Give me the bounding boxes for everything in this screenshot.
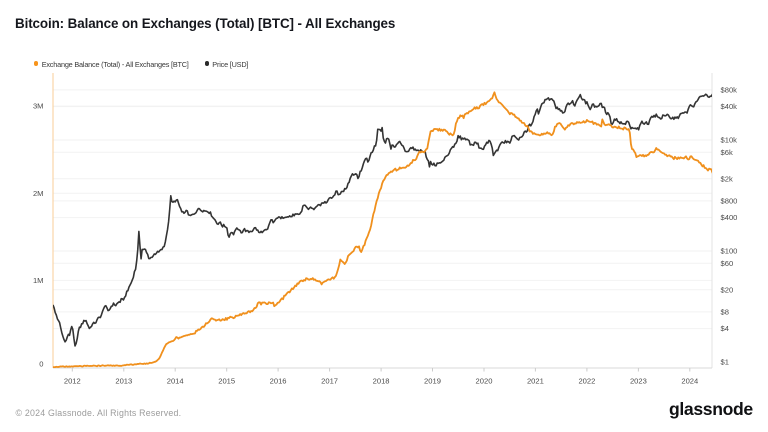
svg-text:$40k: $40k bbox=[721, 102, 738, 111]
svg-text:2021: 2021 bbox=[527, 377, 544, 386]
svg-text:$2k: $2k bbox=[721, 174, 733, 183]
svg-text:2012: 2012 bbox=[64, 377, 81, 386]
svg-text:2022: 2022 bbox=[578, 377, 595, 386]
svg-text:$800: $800 bbox=[721, 197, 738, 206]
svg-text:2017: 2017 bbox=[321, 377, 338, 386]
svg-text:1M: 1M bbox=[33, 276, 44, 285]
svg-text:$80k: $80k bbox=[721, 86, 738, 95]
svg-text:$6k: $6k bbox=[721, 148, 733, 157]
svg-text:$1: $1 bbox=[721, 358, 729, 367]
svg-text:2014: 2014 bbox=[167, 377, 184, 386]
svg-text:2016: 2016 bbox=[270, 377, 287, 386]
svg-text:$10k: $10k bbox=[721, 136, 738, 145]
svg-text:2020: 2020 bbox=[476, 377, 493, 386]
svg-text:2M: 2M bbox=[33, 189, 44, 198]
svg-text:2015: 2015 bbox=[218, 377, 235, 386]
svg-text:$60: $60 bbox=[721, 259, 734, 268]
svg-text:2018: 2018 bbox=[373, 377, 390, 386]
svg-text:2023: 2023 bbox=[630, 377, 647, 386]
svg-text:2024: 2024 bbox=[681, 377, 698, 386]
svg-text:3M: 3M bbox=[33, 102, 44, 111]
svg-text:$8: $8 bbox=[721, 308, 729, 317]
svg-text:$100: $100 bbox=[721, 247, 738, 256]
svg-text:$400: $400 bbox=[721, 213, 738, 222]
svg-text:0: 0 bbox=[39, 360, 43, 369]
svg-text:$20: $20 bbox=[721, 285, 734, 294]
svg-text:$4: $4 bbox=[721, 324, 729, 333]
svg-text:2013: 2013 bbox=[115, 377, 132, 386]
svg-text:2019: 2019 bbox=[424, 377, 441, 386]
